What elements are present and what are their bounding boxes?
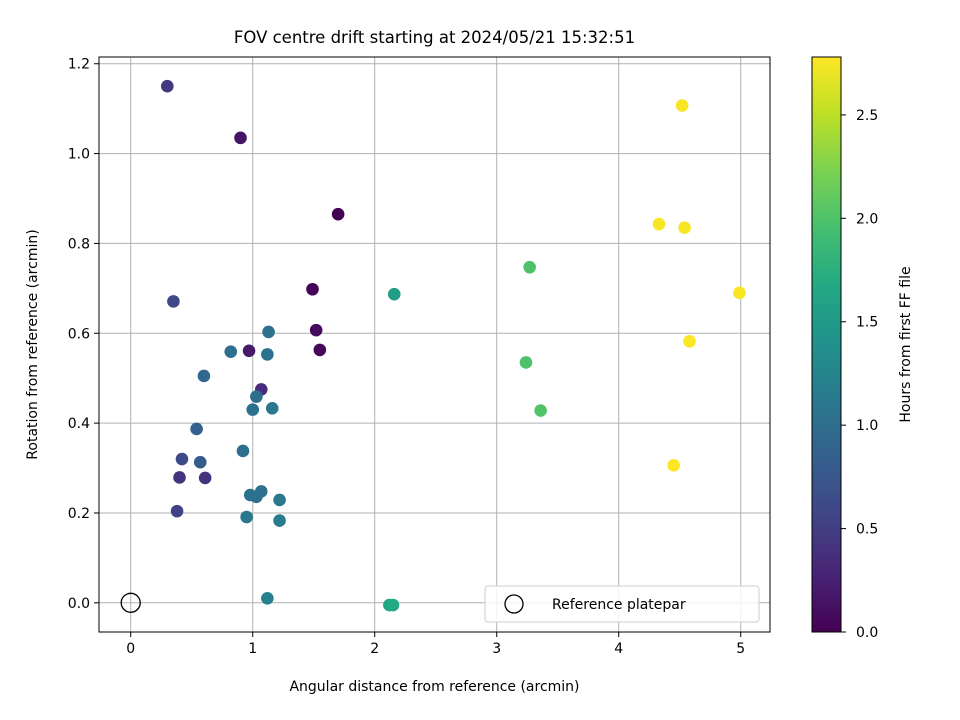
- legend-label: Reference platepar: [552, 597, 686, 613]
- data-point: [534, 404, 547, 417]
- data-point: [234, 131, 247, 145]
- data-point: [197, 369, 211, 383]
- x-tick-label: 0: [126, 641, 135, 657]
- data-point: [265, 401, 279, 415]
- data-point: [261, 348, 274, 361]
- data-points: [120, 79, 746, 613]
- legend-box: [484, 585, 760, 623]
- colorbar-tick-label: 1.5: [856, 315, 878, 331]
- data-point: [273, 514, 286, 527]
- legend: Reference platepar: [484, 585, 760, 623]
- chart-title: FOV centre drift starting at 2024/05/21 …: [234, 28, 635, 47]
- data-point: [175, 452, 189, 466]
- x-tick-label: 3: [492, 641, 501, 657]
- data-point: [733, 286, 746, 300]
- colorbar-label: Hours from first FF file: [898, 266, 914, 422]
- colorbar: 0.0 0.5 1.0 1.5 2.0 2.5 Hours from first FF f…: [811, 56, 914, 641]
- y-tick-label: 1.2: [68, 57, 90, 73]
- x-tick-label: 2: [370, 641, 379, 657]
- data-point: [224, 345, 238, 358]
- data-point: [675, 99, 689, 112]
- data-point: [250, 390, 263, 403]
- data-point: [652, 217, 666, 231]
- x-tick-label: 4: [614, 641, 623, 657]
- data-point: [262, 325, 275, 339]
- x-axis-ticks: 0 1 2 3 4 5: [126, 632, 745, 657]
- data-point: [683, 335, 696, 348]
- data-point: [254, 485, 268, 498]
- data-point: [240, 510, 253, 524]
- colorbar-gradient: [811, 56, 842, 633]
- y-tick-label: 0.2: [68, 506, 90, 522]
- data-point: [306, 282, 319, 296]
- data-point: [386, 598, 400, 612]
- colorbar-ticks: 0.0 0.5 1.0 1.5 2.0 2.5: [841, 108, 878, 641]
- data-point: [198, 471, 212, 485]
- colorbar-tick-label: 0.0: [856, 625, 878, 641]
- y-tick-label: 0.0: [68, 596, 90, 612]
- y-tick-label: 0.4: [68, 416, 90, 432]
- data-point: [519, 356, 533, 369]
- reference-marker: [120, 592, 141, 613]
- data-point: [309, 323, 323, 337]
- y-axis-ticks: 0.0 0.2 0.4 0.6 0.8 1.0 1.2: [68, 57, 99, 612]
- data-point: [678, 221, 691, 235]
- data-point: [161, 79, 174, 93]
- data-point: [261, 592, 274, 605]
- y-tick-label: 0.8: [68, 236, 90, 252]
- plot-frame: [98, 56, 771, 633]
- colorbar-tick-label: 1.0: [856, 418, 878, 434]
- x-axis-label: Angular distance from reference (arcmin): [289, 679, 579, 695]
- legend-reference-marker: [504, 594, 524, 614]
- data-point: [387, 287, 401, 301]
- data-point: [236, 444, 250, 458]
- data-point: [273, 493, 286, 507]
- colorbar-tick-label: 2.0: [856, 211, 878, 227]
- data-point: [173, 471, 186, 484]
- grid-lines: [99, 57, 770, 632]
- y-axis-label: Rotation from reference (arcmin): [25, 229, 41, 459]
- x-tick-label: 5: [736, 641, 745, 657]
- data-point: [242, 344, 256, 358]
- data-point: [667, 459, 680, 472]
- y-tick-label: 1.0: [68, 147, 90, 163]
- data-point: [331, 207, 345, 221]
- data-point: [313, 343, 327, 357]
- data-point: [190, 422, 203, 436]
- data-point: [193, 455, 207, 469]
- x-tick-label: 1: [248, 641, 257, 657]
- colorbar-tick-label: 0.5: [856, 522, 878, 538]
- y-tick-label: 0.6: [68, 326, 90, 342]
- colorbar-tick-label: 2.5: [856, 108, 878, 124]
- data-point: [170, 504, 184, 518]
- data-point: [167, 295, 180, 308]
- data-point: [246, 403, 260, 416]
- data-point: [523, 260, 536, 274]
